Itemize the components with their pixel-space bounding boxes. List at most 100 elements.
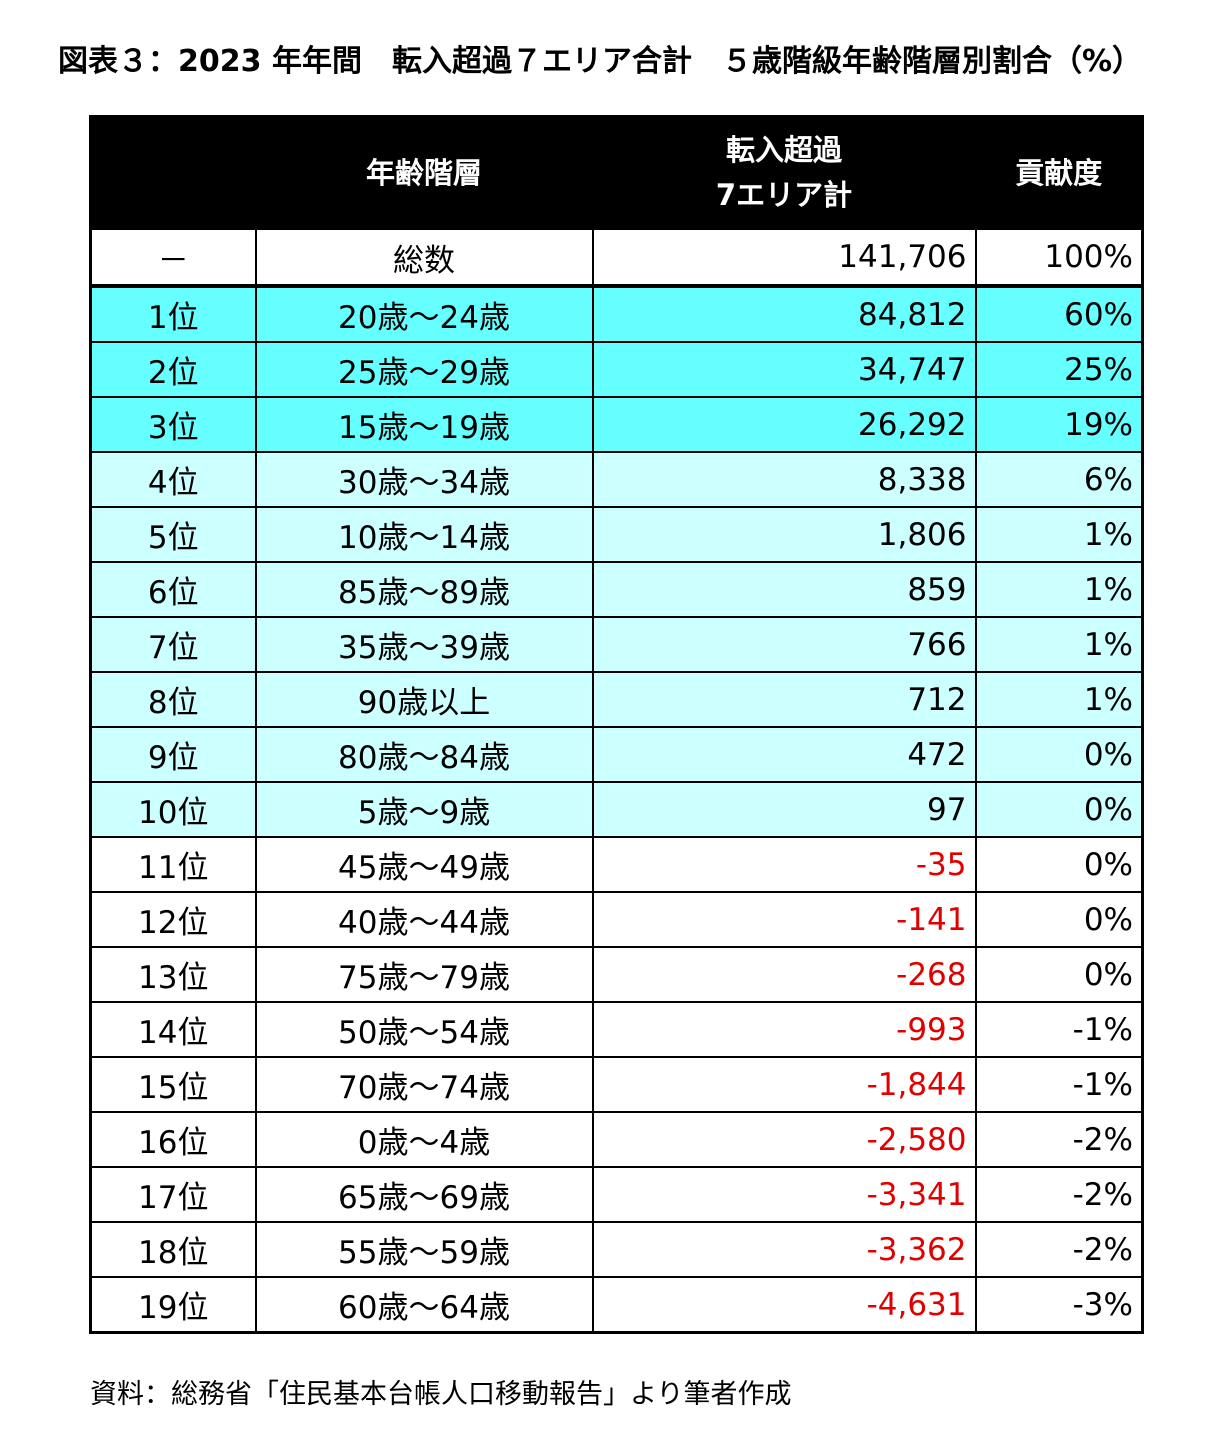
row-net-inflow: -3,341 (591, 1166, 977, 1223)
table-row: 1位 20歳～24歳 84,812 60% (89, 285, 1144, 343)
total-age: 総数 (254, 228, 594, 288)
table-row: 19位 60歳～64歳 -4,631 -3% (89, 1276, 1144, 1334)
row-rank: 3位 (89, 396, 257, 453)
row-age-group: 50歳～54歳 (254, 1001, 594, 1058)
row-rank: 5位 (89, 506, 257, 563)
table-row: 8位 90歳以上 712 1% (89, 671, 1144, 728)
table-row: 11位 45歳～49歳 -35 0% (89, 836, 1144, 893)
row-contribution: 0% (974, 781, 1144, 838)
header-row: 年齢階層 転入超過 7エリア計 貢献度 (89, 115, 1144, 230)
row-rank: 16位 (89, 1111, 257, 1168)
row-age-group: 60歳～64歳 (254, 1276, 594, 1334)
row-rank: 10位 (89, 781, 257, 838)
table-row: 5位 10歳～14歳 1,806 1% (89, 506, 1144, 563)
total-row: － 総数 141,706 100% (89, 228, 1144, 288)
table-row: 10位 5歳～9歳 97 0% (89, 781, 1144, 838)
row-age-group: 75歳～79歳 (254, 946, 594, 1003)
row-net-inflow: 859 (591, 561, 977, 618)
row-contribution: -2% (974, 1221, 1144, 1278)
row-rank: 11位 (89, 836, 257, 893)
total-count: 141,706 (591, 228, 977, 288)
row-rank: 8位 (89, 671, 257, 728)
row-net-inflow: -268 (591, 946, 977, 1003)
row-age-group: 20歳～24歳 (254, 285, 594, 343)
row-age-group: 25歳～29歳 (254, 341, 594, 398)
table-row: 13位 75歳～79歳 -268 0% (89, 946, 1144, 1003)
page-title: 図表３：2023 年年間 転入超過７エリア合計 ５歳階級年齢階層別割合（%） (58, 44, 1142, 79)
row-net-inflow: 1,806 (591, 506, 977, 563)
row-rank: 9位 (89, 726, 257, 783)
row-contribution: 0% (974, 726, 1144, 783)
row-age-group: 45歳～49歳 (254, 836, 594, 893)
row-contribution: 1% (974, 671, 1144, 728)
row-age-group: 30歳～34歳 (254, 451, 594, 508)
row-contribution: 25% (974, 341, 1144, 398)
table-row: 18位 55歳～59歳 -3,362 -2% (89, 1221, 1144, 1278)
row-age-group: 40歳～44歳 (254, 891, 594, 948)
row-age-group: 65歳～69歳 (254, 1166, 594, 1223)
row-rank: 2位 (89, 341, 257, 398)
header-count: 転入超過 7エリア計 (591, 115, 977, 230)
row-contribution: 1% (974, 506, 1144, 563)
row-net-inflow: -2,580 (591, 1111, 977, 1168)
row-age-group: 55歳～59歳 (254, 1221, 594, 1278)
row-net-inflow: -993 (591, 1001, 977, 1058)
row-rank: 4位 (89, 451, 257, 508)
row-contribution: 0% (974, 946, 1144, 1003)
row-age-group: 0歳～4歳 (254, 1111, 594, 1168)
table-row: 14位 50歳～54歳 -993 -1% (89, 1001, 1144, 1058)
row-rank: 14位 (89, 1001, 257, 1058)
table-row: 17位 65歳～69歳 -3,341 -2% (89, 1166, 1144, 1223)
header-count-line2: 7エリア計 (715, 178, 853, 212)
row-age-group: 85歳～89歳 (254, 561, 594, 618)
row-net-inflow: 26,292 (591, 396, 977, 453)
row-net-inflow: 712 (591, 671, 977, 728)
table-row: 6位 85歳～89歳 859 1% (89, 561, 1144, 618)
row-rank: 13位 (89, 946, 257, 1003)
table-row: 12位 40歳～44歳 -141 0% (89, 891, 1144, 948)
table-row: 9位 80歳～84歳 472 0% (89, 726, 1144, 783)
row-rank: 12位 (89, 891, 257, 948)
row-net-inflow: -141 (591, 891, 977, 948)
row-net-inflow: 472 (591, 726, 977, 783)
row-contribution: 6% (974, 451, 1144, 508)
row-contribution: 0% (974, 836, 1144, 893)
header-count-line1: 転入超過 (725, 133, 842, 168)
row-rank: 1位 (89, 285, 257, 343)
row-contribution: -1% (974, 1001, 1144, 1058)
table-row: 2位 25歳～29歳 34,747 25% (89, 341, 1144, 398)
source-note: 資料：総務省「住民基本台帳人口移動報告」より筆者作成 (90, 1379, 792, 1410)
row-contribution: 1% (974, 616, 1144, 673)
row-net-inflow: 84,812 (591, 285, 977, 343)
table-row: 16位 0歳～4歳 -2,580 -2% (89, 1111, 1144, 1168)
row-rank: 15位 (89, 1056, 257, 1113)
row-age-group: 80歳～84歳 (254, 726, 594, 783)
row-net-inflow: -35 (591, 836, 977, 893)
row-net-inflow: -3,362 (591, 1221, 977, 1278)
row-age-group: 15歳～19歳 (254, 396, 594, 453)
row-contribution: 60% (974, 285, 1144, 343)
row-contribution: -2% (974, 1166, 1144, 1223)
table-row: 7位 35歳～39歳 766 1% (89, 616, 1144, 673)
row-rank: 17位 (89, 1166, 257, 1223)
row-rank: 7位 (89, 616, 257, 673)
row-contribution: -3% (974, 1276, 1144, 1334)
row-net-inflow: 766 (591, 616, 977, 673)
total-rank: － (89, 228, 257, 288)
row-rank: 18位 (89, 1221, 257, 1278)
row-age-group: 5歳～9歳 (254, 781, 594, 838)
total-share: 100% (974, 228, 1144, 288)
row-net-inflow: -1,844 (591, 1056, 977, 1113)
row-rank: 6位 (89, 561, 257, 618)
header-rank (89, 115, 257, 230)
header-age: 年齢階層 (254, 115, 594, 230)
row-contribution: 0% (974, 891, 1144, 948)
row-net-inflow: 97 (591, 781, 977, 838)
row-contribution: 19% (974, 396, 1144, 453)
row-age-group: 10歳～14歳 (254, 506, 594, 563)
row-rank: 19位 (89, 1276, 257, 1334)
header-share: 貢献度 (974, 115, 1144, 230)
table-row: 4位 30歳～34歳 8,338 6% (89, 451, 1144, 508)
row-age-group: 90歳以上 (254, 671, 594, 728)
row-net-inflow: 8,338 (591, 451, 977, 508)
